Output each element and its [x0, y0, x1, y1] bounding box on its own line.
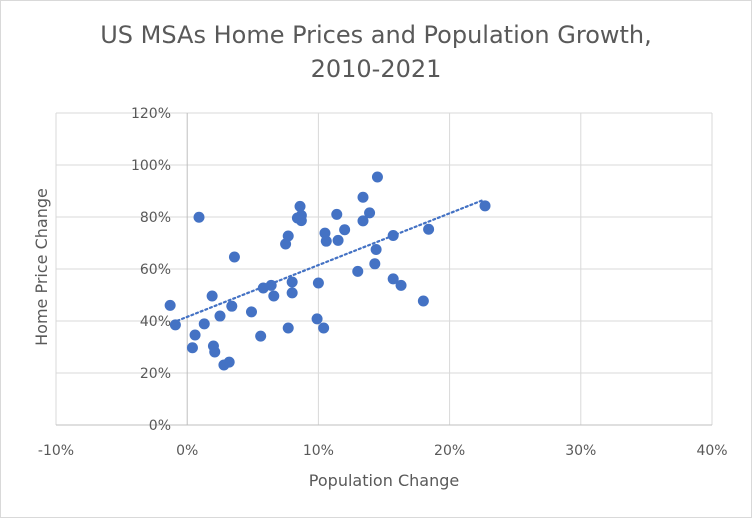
chart-title-line-2: 2010-2021	[310, 55, 442, 83]
x-tick-label: 20%	[434, 443, 465, 459]
data-point	[286, 276, 298, 288]
data-point	[332, 234, 344, 246]
chart-title: US MSAs Home Prices and Population Growt…	[0, 18, 752, 86]
data-point	[320, 235, 332, 247]
x-tick-label: -10%	[38, 443, 74, 459]
gridlines	[55, 112, 713, 425]
data-point	[282, 230, 294, 242]
y-axis-label: Home Price Change	[32, 188, 51, 346]
data-point	[268, 290, 280, 302]
data-points	[164, 171, 491, 371]
data-point	[387, 229, 399, 241]
chart-title-line-1: US MSAs Home Prices and Population Growt…	[100, 21, 652, 49]
x-tick-label: 0%	[176, 443, 198, 459]
data-point	[371, 171, 383, 183]
data-point	[226, 300, 238, 312]
data-point	[417, 295, 429, 307]
data-point	[339, 224, 351, 236]
data-point	[370, 244, 382, 255]
data-point	[318, 322, 330, 334]
x-axis-label: Population Change	[309, 471, 459, 490]
y-tick-label: 0%	[149, 418, 171, 434]
data-point	[364, 207, 376, 219]
data-point	[169, 319, 181, 331]
data-point	[282, 322, 294, 334]
data-point	[331, 208, 343, 220]
data-point	[479, 200, 491, 212]
data-point	[164, 299, 176, 311]
trendline-group	[171, 198, 485, 324]
data-point	[294, 200, 306, 212]
data-point	[228, 251, 240, 263]
x-tick-label: 40%	[696, 443, 727, 459]
data-point	[214, 310, 226, 322]
y-tick-label: 120%	[131, 106, 171, 122]
data-point	[423, 223, 435, 235]
data-point	[387, 273, 399, 285]
x-tick-label: 30%	[565, 443, 596, 459]
data-point	[189, 329, 201, 341]
data-point	[369, 258, 381, 270]
y-tick-label: 80%	[140, 210, 171, 226]
data-point	[209, 346, 221, 358]
tick-labels: -10% 0% 10% 20% 30% 40% 0% 20% 40% 60% 80% 100% 120%	[38, 106, 728, 459]
axes	[56, 113, 712, 426]
data-point	[319, 227, 331, 239]
data-point	[352, 265, 364, 277]
data-point	[206, 290, 218, 302]
data-point	[193, 211, 205, 223]
y-tick-label: 60%	[140, 262, 171, 278]
trendline	[171, 198, 485, 324]
y-tick-label: 40%	[140, 314, 171, 330]
data-point	[357, 191, 369, 203]
data-point	[295, 215, 307, 227]
data-point	[286, 287, 298, 299]
data-point	[223, 356, 235, 368]
x-tick-label: 10%	[303, 443, 334, 459]
data-point	[255, 330, 267, 342]
data-point	[198, 318, 210, 330]
data-point	[312, 277, 324, 289]
y-tick-label: 100%	[131, 158, 171, 174]
data-point	[186, 342, 198, 354]
data-point	[357, 215, 369, 227]
y-tick-label: 20%	[140, 366, 171, 382]
data-point	[265, 279, 277, 291]
data-point	[395, 279, 407, 291]
data-point	[245, 306, 257, 318]
data-point	[311, 313, 323, 325]
